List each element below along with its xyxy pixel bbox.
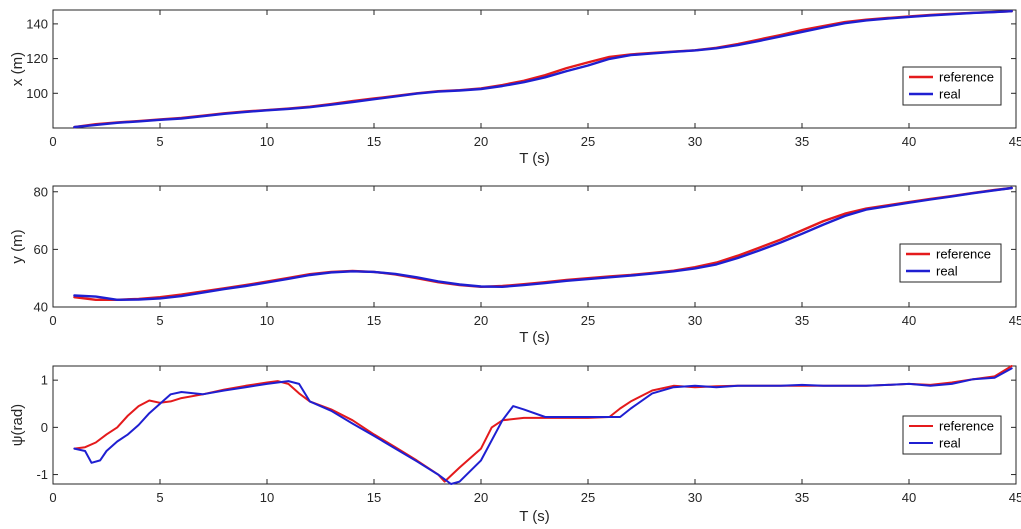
y-tick-label: 140 bbox=[26, 16, 48, 31]
x-axis-ticks: 0 5 10 15 20 25 30 35 40 45 bbox=[49, 186, 1021, 328]
x-tick-label: 45 bbox=[1009, 490, 1021, 505]
x-axis-ticks: 0 5 10 15 20 25 30 35 40 45 bbox=[49, 10, 1021, 149]
x-tick-label: 25 bbox=[581, 490, 595, 505]
legend-box bbox=[899, 243, 1002, 283]
legend-label-reference: reference bbox=[939, 419, 994, 434]
x-tick-label: 45 bbox=[1009, 313, 1021, 328]
y-axis-label: x (m) bbox=[9, 52, 26, 86]
x-tick-label: 30 bbox=[688, 490, 702, 505]
x-tick-label: 15 bbox=[367, 134, 381, 149]
y-axis-label: y (m) bbox=[9, 229, 26, 263]
panel-psi: 0 5 10 15 20 25 30 35 40 45 -101 T (s) ψ(rad) ref… bbox=[9, 365, 1021, 525]
x-tick-label: 25 bbox=[581, 313, 595, 328]
series-lines bbox=[73, 365, 1013, 485]
x-tick-label: 15 bbox=[367, 490, 381, 505]
x-tick-label: 10 bbox=[260, 313, 274, 328]
y-tick-label: 100 bbox=[26, 86, 48, 101]
x-tick-label: 0 bbox=[49, 490, 56, 505]
legend-label-real: real bbox=[939, 436, 961, 451]
plot-area bbox=[52, 9, 1017, 129]
x-tick-label: 5 bbox=[156, 313, 163, 328]
y-axis-label: ψ(rad) bbox=[9, 404, 26, 446]
plot-area bbox=[52, 365, 1017, 485]
legend-box bbox=[902, 66, 1002, 106]
series-lines bbox=[73, 186, 1013, 301]
x-tick-label: 20 bbox=[474, 134, 488, 149]
y-axis-ticks: 40 60 80 bbox=[34, 184, 1016, 315]
x-tick-label: 40 bbox=[902, 134, 916, 149]
x-tick-label: 20 bbox=[474, 313, 488, 328]
x-tick-label: 45 bbox=[1009, 134, 1021, 149]
x-tick-label: 10 bbox=[260, 490, 274, 505]
y-tick-label: 0 bbox=[41, 420, 48, 435]
x-axis-label: T (s) bbox=[519, 329, 550, 346]
x-axis-ticks: 0 5 10 15 20 25 30 35 40 45 bbox=[49, 366, 1021, 505]
x-tick-label: 35 bbox=[795, 490, 809, 505]
x-tick-label: 5 bbox=[156, 490, 163, 505]
x-tick-label: 40 bbox=[902, 490, 916, 505]
x-tick-label: 40 bbox=[902, 313, 916, 328]
x-tick-label: 0 bbox=[49, 134, 56, 149]
y-tick-label: 60 bbox=[34, 242, 48, 257]
x-tick-label: 35 bbox=[795, 134, 809, 149]
x-tick-label: 0 bbox=[49, 313, 56, 328]
x-axis-label: T (s) bbox=[519, 508, 550, 525]
y-tick-label: 120 bbox=[26, 51, 48, 66]
y-axis-ticks: -1 0 1 bbox=[36, 373, 1016, 482]
plot-area bbox=[52, 185, 1017, 308]
series-line-real bbox=[73, 186, 1013, 301]
legend-label-reference: reference bbox=[939, 70, 994, 85]
x-tick-label: 30 bbox=[688, 313, 702, 328]
x-tick-label: 5 bbox=[156, 134, 163, 149]
x-tick-label: 15 bbox=[367, 313, 381, 328]
legend-label-reference: reference bbox=[936, 247, 991, 262]
legend: reference real bbox=[899, 243, 1002, 283]
x-tick-label: 30 bbox=[688, 134, 702, 149]
panel-x: 0 5 10 15 20 25 30 35 40 45 100 120 140 T (s) x (m)… bbox=[9, 9, 1021, 167]
y-tick-label: 1 bbox=[41, 373, 48, 388]
x-tick-label: 20 bbox=[474, 490, 488, 505]
y-tick-label: -1 bbox=[36, 467, 48, 482]
x-axis-label: T (s) bbox=[519, 150, 550, 167]
y-tick-label: 80 bbox=[34, 184, 48, 199]
legend: reference real bbox=[902, 66, 1002, 106]
x-tick-label: 25 bbox=[581, 134, 595, 149]
legend-label-real: real bbox=[936, 264, 958, 279]
x-tick-label: 10 bbox=[260, 134, 274, 149]
legend-box bbox=[902, 415, 1002, 455]
y-axis-ticks: 100 120 140 bbox=[26, 16, 1016, 101]
series-line-real bbox=[73, 9, 1013, 129]
panel-y: 0 5 10 15 20 25 30 35 40 45 40 60 80 T (s) y (m) re… bbox=[9, 184, 1021, 346]
y-tick-label: 40 bbox=[34, 300, 48, 315]
series-lines bbox=[73, 9, 1013, 129]
series-line-real bbox=[73, 367, 1013, 485]
legend-label-real: real bbox=[939, 87, 961, 102]
legend: reference real bbox=[902, 415, 1002, 455]
x-tick-label: 35 bbox=[795, 313, 809, 328]
